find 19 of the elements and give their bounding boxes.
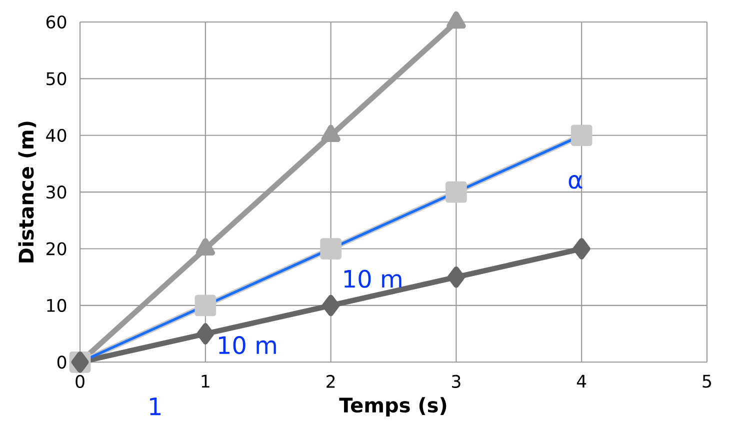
y-tick-label: 60 — [46, 15, 66, 28]
y-tick-label: 10 — [47, 298, 66, 312]
y-tick-label: 0 — [57, 356, 66, 369]
y-tick-label: 50 — [46, 72, 66, 86]
x-tick-label: 1 — [202, 374, 210, 388]
x-tick-label: 3 — [452, 374, 460, 388]
y-tick-label: 30 — [46, 185, 66, 199]
text: 1 — [150, 398, 160, 416]
y-axis-title: Distance (m) — [18, 122, 36, 262]
x-tick-label: 2 — [326, 374, 335, 388]
x-tick-label: 5 — [702, 374, 711, 388]
x-axis-title: Temps (s) — [339, 397, 446, 416]
annotation: 10 m — [219, 336, 276, 354]
y-tick-label: 40 — [46, 128, 66, 142]
x-tick-label: 4 — [576, 374, 586, 388]
annotation: 10 m — [344, 270, 402, 288]
x-tick-label: 0 — [76, 374, 84, 388]
y-tick-label: 20 — [46, 242, 66, 256]
annotation: α — [568, 174, 582, 189]
